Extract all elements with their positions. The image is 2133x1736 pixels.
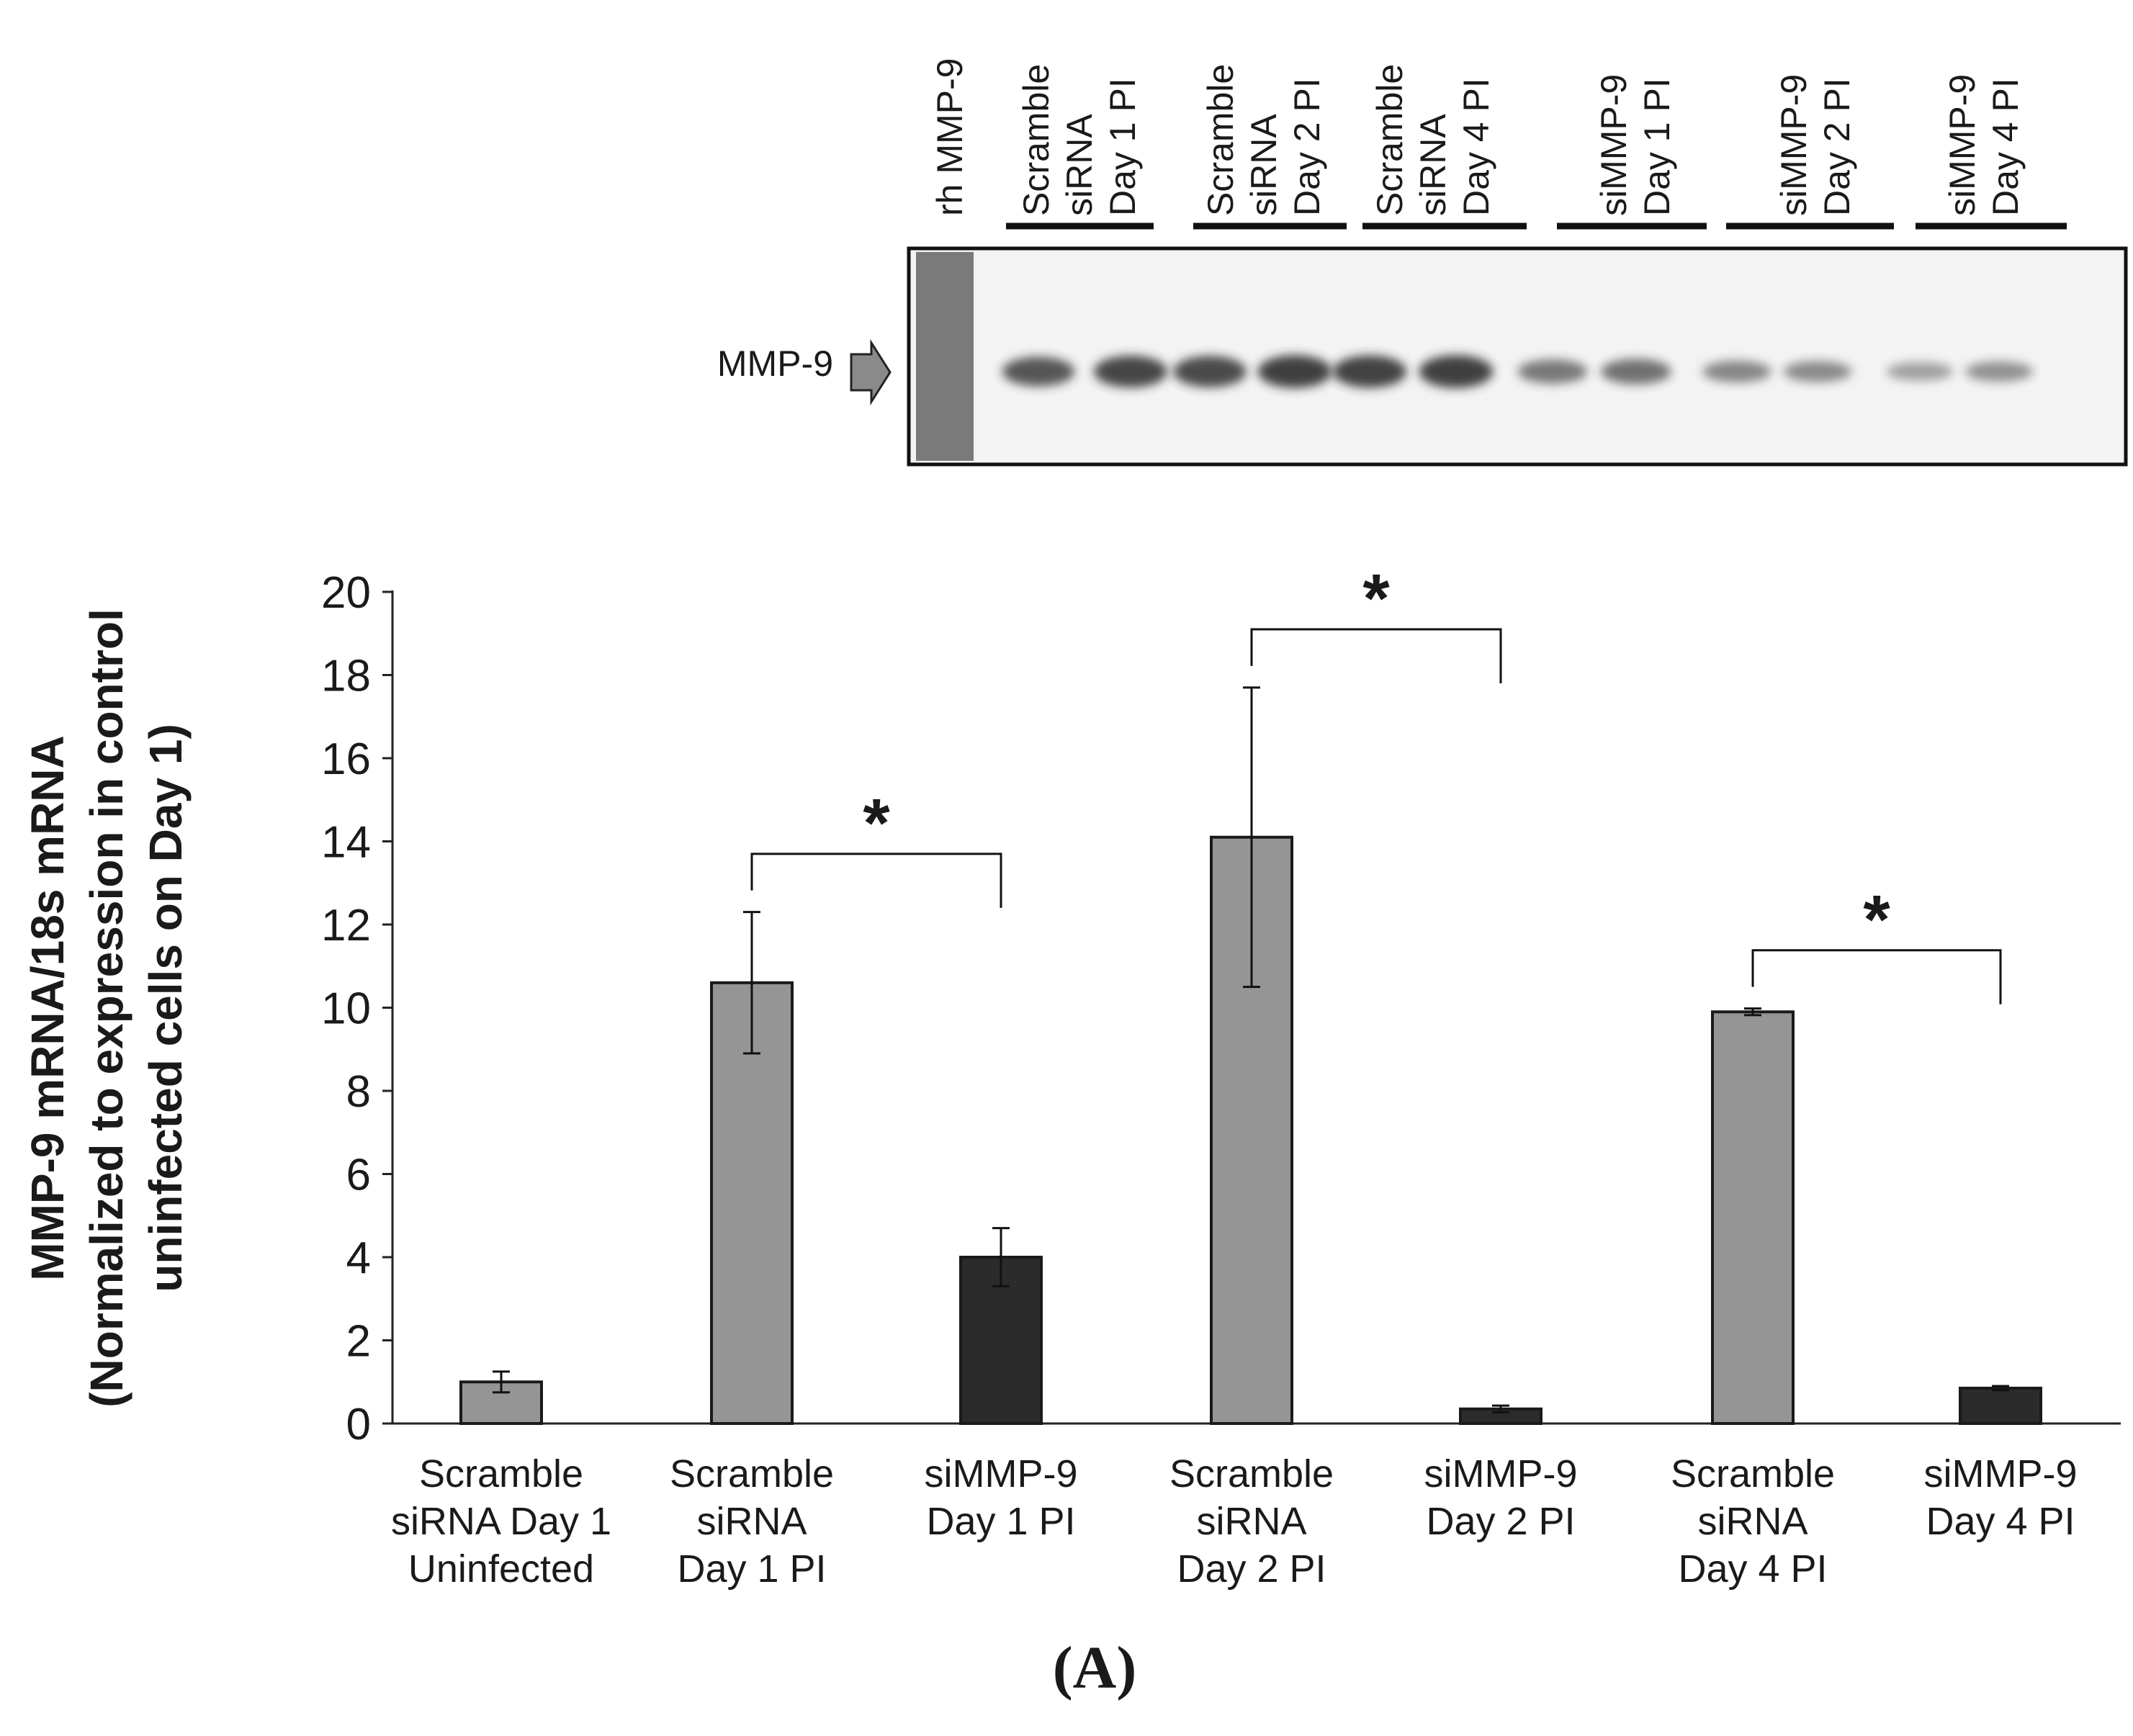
y-tick-label: 6 <box>346 1151 371 1200</box>
lane-label: siMMP-9 <box>1594 74 1634 216</box>
blot-frame <box>907 246 2128 467</box>
lane-label: siMMP-9 <box>1774 74 1814 216</box>
y-tick-label: 2 <box>346 1317 371 1367</box>
x-category-label: Scramble <box>419 1452 583 1496</box>
x-category-label: Day 4 PI <box>1678 1547 1827 1591</box>
x-category-label: Day 4 PI <box>1926 1500 2075 1543</box>
significance-bracket <box>750 853 1002 908</box>
bar <box>1711 1010 1795 1425</box>
y-tick-label: 10 <box>321 984 371 1034</box>
blot-band <box>1002 356 1075 387</box>
blot-band <box>1702 360 1771 383</box>
lane-label: siRNA <box>1059 114 1100 216</box>
lane-label: Day 2 PI <box>1817 78 1857 216</box>
blot-band <box>1093 355 1168 388</box>
y-tick-label: 20 <box>321 568 371 618</box>
x-category-label: Day 2 PI <box>1426 1500 1575 1543</box>
mmp9-arrow-icon <box>850 338 892 406</box>
significance-bracket <box>1250 628 1502 683</box>
blot-band <box>1332 355 1407 388</box>
significance-star: * <box>863 785 890 862</box>
y-tick-label: 12 <box>321 901 371 950</box>
x-category-label: Scramble <box>670 1452 834 1496</box>
lane-label: Day 2 PI <box>1287 78 1327 216</box>
y-tick-label: 16 <box>321 734 371 784</box>
x-category-label: siRNA <box>696 1500 807 1543</box>
lane-label: Day 4 PI <box>1985 78 2026 216</box>
lane-label: Day 1 PI <box>1637 78 1677 216</box>
significance-bracket <box>1751 949 2002 1004</box>
western-blot-panel: MMP-9rh MMP-9 Scramble siRNA Day 1 PI Scramb… <box>717 58 2128 467</box>
x-category-label: siRNA <box>1196 1500 1306 1543</box>
lane-label: Day 4 PI <box>1456 78 1496 216</box>
marker-lane <box>916 252 974 461</box>
y-axis-title-line: MMP-9 mRNA/18s mRNA <box>22 735 73 1280</box>
x-category-label: Day 2 PI <box>1177 1547 1326 1591</box>
lane-label: Day 1 PI <box>1103 78 1143 216</box>
blot-band <box>1783 361 1852 382</box>
lane-label: Scramble <box>1370 64 1410 216</box>
blot-band <box>1517 359 1588 384</box>
y-axis-title-line: uninfected cells on Day 1) <box>140 724 192 1292</box>
lane-label: Scramble <box>1016 64 1056 216</box>
blot-band <box>1419 355 1494 388</box>
bar-chart: 0 2 4 6 8 10 12 14 16 18 20 MMP-9 mRNA/18s mRNA (Nor… <box>22 560 2121 1591</box>
y-tick-label: 8 <box>346 1067 371 1117</box>
x-category-label: siRNA <box>1697 1500 1808 1543</box>
lane-label: siRNA <box>1244 114 1284 216</box>
x-category-label: siMMP-9 <box>925 1452 1078 1496</box>
blot-band <box>1173 356 1247 387</box>
panel-label: (A) <box>1053 1634 1137 1701</box>
lane-label: Scramble <box>1200 64 1241 216</box>
y-tick-label: 0 <box>346 1400 371 1449</box>
x-category-label: siRNA Day 1 <box>391 1500 611 1543</box>
x-category-label: siMMP-9 <box>1424 1452 1578 1496</box>
y-tick-label: 14 <box>321 818 371 868</box>
blot-band <box>1257 355 1332 388</box>
lane-label: siRNA <box>1413 114 1453 216</box>
significance-star: * <box>1863 881 1890 958</box>
blot-band <box>1601 359 1671 384</box>
x-category-label: Uninfected <box>408 1547 594 1591</box>
lane-label: siMMP-9 <box>1942 74 1982 216</box>
y-tick-label: 18 <box>321 652 371 701</box>
x-category-label: siMMP-9 <box>1924 1452 2078 1496</box>
blot-band <box>1886 362 1954 381</box>
significance-star: * <box>1362 560 1390 637</box>
blot-target-label: MMP-9 <box>717 343 833 384</box>
x-category-label: Scramble <box>1671 1452 1835 1496</box>
x-category-label: Day 1 PI <box>677 1547 826 1591</box>
bar <box>1959 1386 2042 1425</box>
x-category-label: Day 1 PI <box>926 1500 1075 1543</box>
y-axis-title-line: (Normalized to expression in control <box>81 608 133 1408</box>
x-category-label: Scramble <box>1169 1452 1334 1496</box>
blot-band <box>1964 361 2034 382</box>
y-tick-label: 4 <box>346 1233 371 1283</box>
lane-label: rh MMP-9 <box>930 58 970 216</box>
